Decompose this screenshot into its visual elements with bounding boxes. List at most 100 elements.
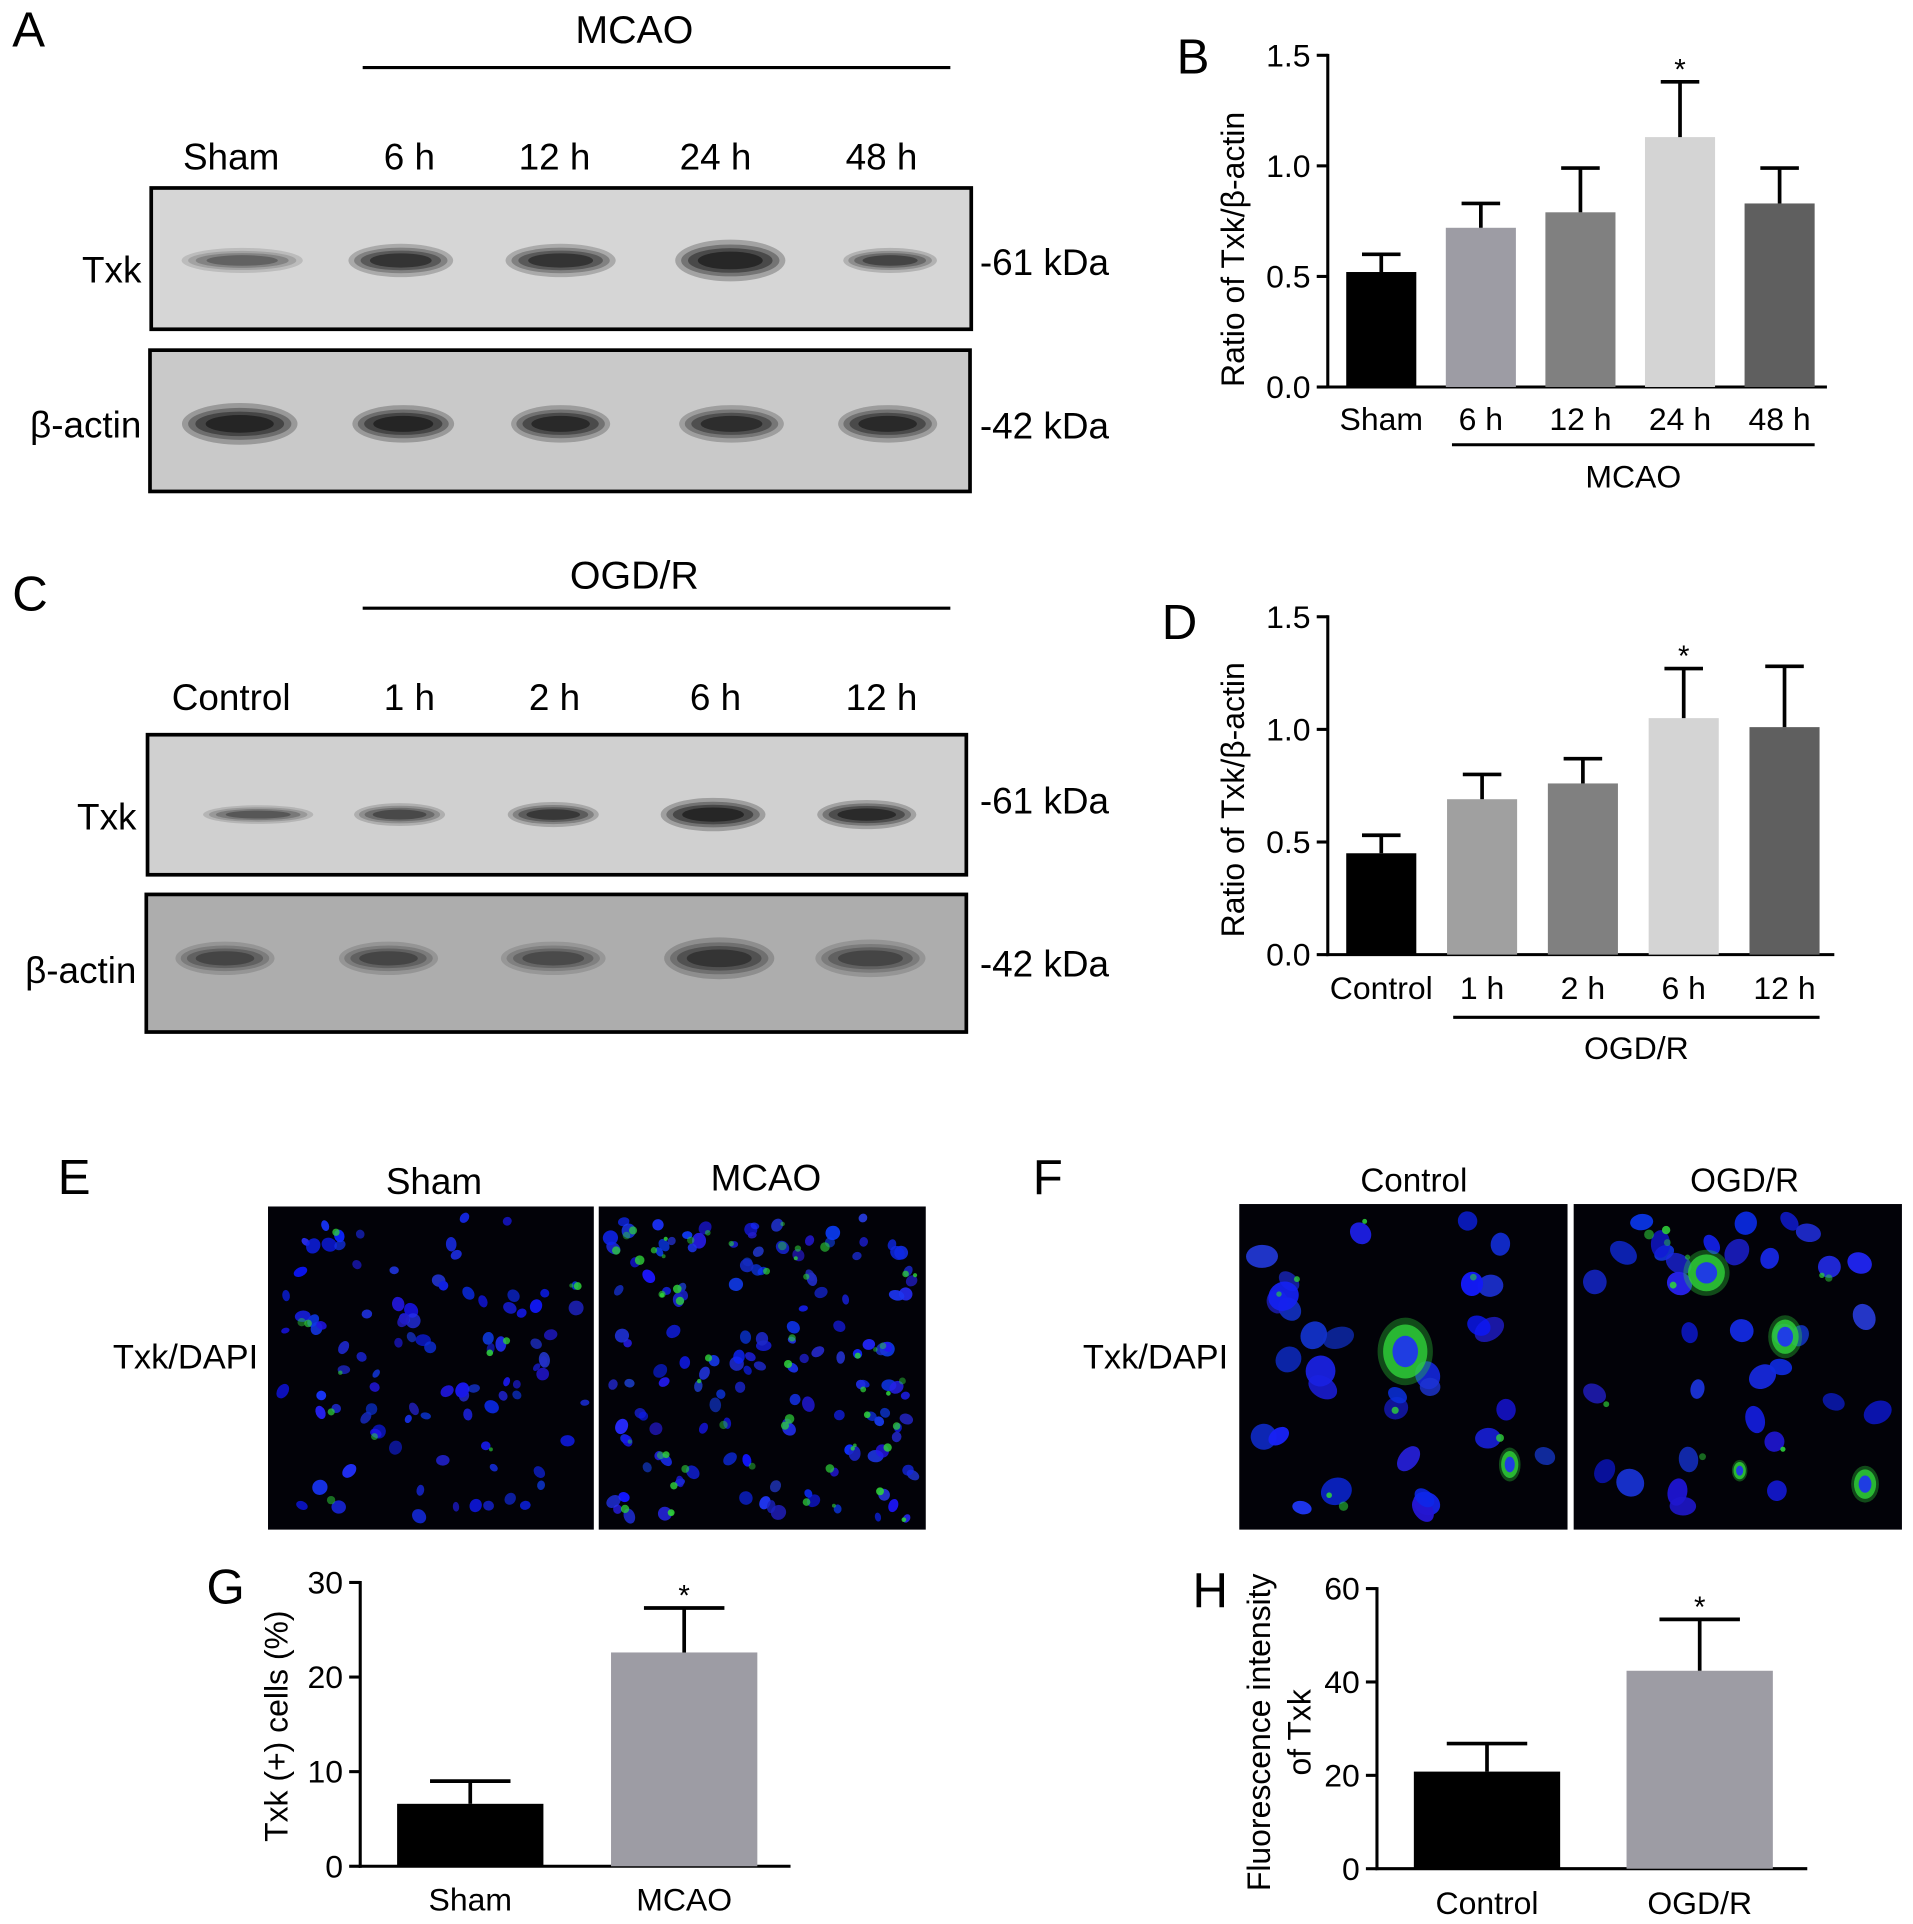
dapi-nucleus: [753, 1361, 766, 1371]
dapi-nucleus: [532, 1363, 541, 1372]
lane-label: 1 h: [384, 677, 435, 718]
txk-signal: [1276, 1291, 1282, 1297]
txk-signal: [658, 1290, 666, 1298]
dapi-nucleus: [755, 1332, 769, 1346]
dapi-nucleus: [1392, 1335, 1419, 1368]
dapi-nucleus: [512, 1390, 522, 1400]
txk-signal: [573, 1282, 582, 1291]
blot-band: [675, 239, 786, 282]
dapi-nucleus: [686, 1465, 700, 1480]
dapi-nucleus: [355, 1229, 365, 1239]
dapi-nucleus: [692, 1232, 707, 1249]
txk-signal: [704, 1354, 713, 1362]
dapi-nucleus: [806, 1494, 821, 1508]
txk-signal: [883, 1443, 892, 1452]
band-density: [815, 939, 926, 978]
dapi-nucleus: [338, 1341, 350, 1355]
band-row-beta-actin: [181, 402, 938, 445]
dapi-nucleus: [389, 1440, 403, 1455]
dapi-nucleus: [483, 1500, 494, 1511]
dapi-nucleus: [858, 1213, 868, 1223]
txk-signal: [327, 1408, 335, 1416]
dapi-nucleus: [502, 1216, 512, 1226]
band-density: [372, 809, 427, 820]
txk-signal: [784, 1414, 795, 1424]
band-density: [364, 807, 435, 822]
y-tick-label: 1.5: [1266, 599, 1310, 635]
dapi-nucleus: [1292, 1500, 1312, 1515]
band-density: [209, 807, 308, 822]
dapi-nucleus: [1822, 1393, 1845, 1411]
dapi-nucleus: [642, 1269, 656, 1284]
txk-signal: [898, 1377, 906, 1385]
dapi-nucleus: [1780, 1211, 1799, 1231]
bar: [1447, 799, 1518, 955]
dapi-nucleus: [618, 1492, 630, 1503]
band-density: [181, 247, 303, 273]
dapi-nucleus: [679, 1356, 691, 1369]
dapi-nucleus: [1594, 1459, 1616, 1484]
band-density: [215, 809, 301, 821]
protein-label: Txk: [77, 796, 137, 837]
y-tick-label: 0: [1342, 1851, 1360, 1887]
lane-label: 6 h: [690, 677, 741, 718]
band-density: [518, 250, 603, 271]
lane-label: 2 h: [529, 677, 580, 718]
micrograph-column-label: OGD/R: [1690, 1163, 1799, 1200]
blot-band: [511, 405, 611, 443]
txk-signal: [1362, 1218, 1368, 1224]
band-density: [684, 409, 779, 439]
dapi-nucleus: [1583, 1269, 1607, 1295]
dapi-nucleus: [1616, 1468, 1645, 1497]
panel-letter: B: [1177, 30, 1210, 85]
dapi-nucleus: [694, 1380, 703, 1392]
micrograph-mcao: [598, 1206, 926, 1530]
y-tick-label: 10: [307, 1754, 343, 1790]
band-row-txk: [203, 797, 917, 832]
dapi-nucleus: [1777, 1326, 1794, 1347]
dapi-nucleus: [1764, 1431, 1785, 1452]
panel-letter: G: [207, 1559, 245, 1614]
txk-signal: [628, 1226, 638, 1235]
dapi-nucleus: [281, 1327, 290, 1334]
dapi-nucleus: [1748, 1364, 1777, 1390]
dapi-nucleus: [480, 1441, 491, 1451]
category-label: 24 h: [1649, 401, 1711, 437]
dapi-nucleus: [1724, 1238, 1750, 1266]
dapi-nucleus: [728, 1277, 744, 1292]
txk-signal: [1669, 1281, 1677, 1289]
band-density: [358, 805, 441, 824]
txk-signal: [704, 1229, 711, 1236]
dapi-nucleus: [369, 1382, 380, 1392]
bar: [1749, 727, 1820, 955]
txk-signal: [622, 1231, 631, 1240]
txk-signal: [794, 1245, 802, 1252]
dapi-nucleus: [405, 1313, 421, 1329]
dapi-nucleus: [372, 1369, 380, 1378]
y-tick-label: 0.5: [1266, 824, 1310, 860]
micrograph-column-label: MCAO: [711, 1158, 822, 1199]
dapi-nucleus: [424, 1341, 437, 1354]
dapi-nucleus: [306, 1238, 321, 1254]
dapi-nucleus: [814, 1286, 828, 1299]
dapi-nucleus: [1736, 1465, 1744, 1476]
txk-signal: [486, 1349, 494, 1357]
band-density: [848, 250, 932, 271]
panel-letter: H: [1193, 1563, 1229, 1618]
dapi-nucleus: [657, 1506, 672, 1521]
dapi-nucleus: [519, 1500, 531, 1510]
blot-band: [505, 243, 616, 278]
category-label: Control: [1435, 1885, 1538, 1921]
lane-label: 48 h: [846, 137, 918, 178]
panel-c-western-blot: C OGD/R Control 1 h 2 h 6 h 12 h Txk β-a…: [12, 554, 1109, 1034]
significance-marker: *: [678, 1580, 690, 1613]
dapi-nucleus: [798, 1305, 808, 1312]
bar: [1445, 227, 1516, 388]
dapi-nucleus: [723, 1417, 732, 1429]
dapi-nucleus: [658, 1239, 670, 1252]
txk-signal: [784, 1359, 793, 1369]
category-label: 1 h: [1460, 970, 1504, 1006]
blot-band: [181, 247, 303, 273]
dapi-nucleus: [1305, 1355, 1336, 1387]
